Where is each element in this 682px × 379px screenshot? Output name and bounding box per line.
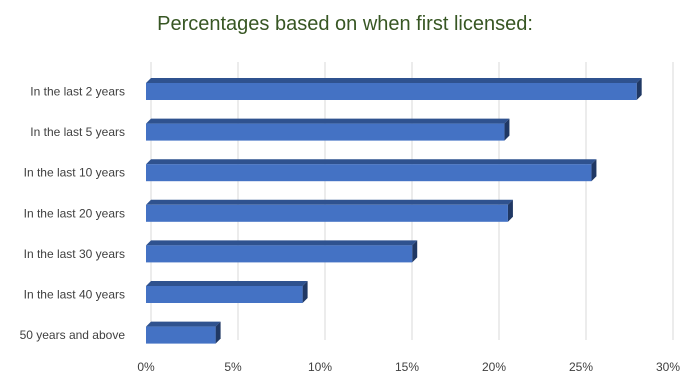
bar-front-face [146,204,508,222]
category-labels: In the last 2 years In the last 5 years In… [20,85,126,343]
bar-front-face [146,83,637,100]
bar [146,159,597,182]
bar-top-face [146,159,597,165]
bar-top-face [146,281,308,286]
bar-front-face [146,286,303,303]
category-label: In the last 40 years [24,288,125,302]
bar [146,281,308,303]
category-label: In the last 5 years [30,125,125,139]
x-tick-label: 15% [395,360,419,374]
bar-front-face [146,123,505,141]
bar [146,321,221,344]
category-label: In the last 20 years [24,206,125,220]
bar [146,78,642,100]
bar-front-face [146,164,592,182]
category-label: In the last 30 years [24,247,125,261]
x-tick-label: 25% [569,360,593,374]
bar-top-face [146,78,642,83]
bar-top-face [146,199,513,205]
x-tick-label: 5% [224,360,242,374]
x-tick-label: 10% [308,360,332,374]
x-tick-label: 0% [137,360,155,374]
bar-side-face [412,240,418,263]
bar-side-face [504,118,510,141]
bar-side-face [591,159,597,182]
bar-top-face [146,240,418,246]
bar-side-face [215,321,221,344]
x-tick-label: 20% [482,360,506,374]
bar-side-face [636,78,642,100]
bar [146,240,418,263]
category-label: 50 years and above [20,328,126,342]
bar-side-face [302,281,308,303]
bar-front-face [146,326,216,344]
bar-layer [146,78,642,344]
x-axis-tick-labels: 0% 5% 10% 15% 20% 25% 30% [137,360,680,374]
bar-top-face [146,321,221,327]
bar [146,118,510,141]
chart-title: Percentages based on when first licensed… [157,13,533,35]
category-label: In the last 2 years [30,85,125,99]
bar-front-face [146,245,413,263]
x-tick-label: 30% [656,360,680,374]
bar-side-face [507,199,513,222]
category-label: In the last 10 years [24,166,125,180]
bar [146,199,513,222]
bar-top-face [146,118,510,124]
